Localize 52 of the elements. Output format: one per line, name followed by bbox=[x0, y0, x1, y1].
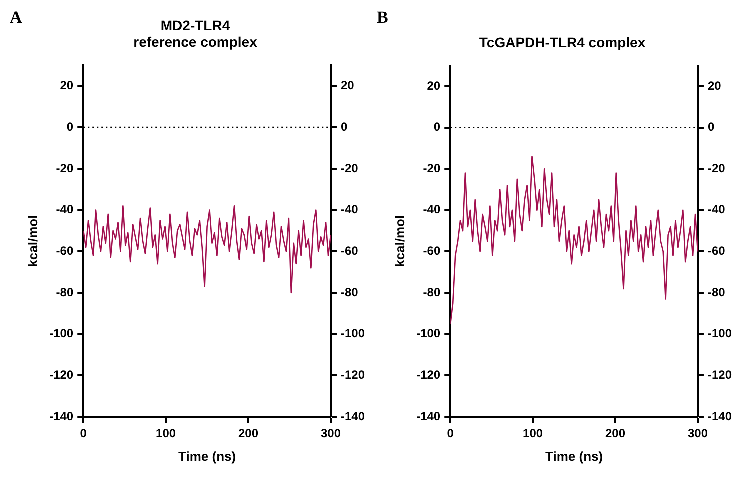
y-tick-label: -40 bbox=[56, 202, 74, 217]
y2-tick-label: 20 bbox=[708, 78, 722, 93]
x-tick-label: 200 bbox=[606, 426, 626, 441]
y-tick-label: -120 bbox=[50, 368, 74, 382]
y-tick-label: -20 bbox=[423, 161, 441, 176]
text: B bbox=[377, 8, 388, 27]
y2-tick-label: -140 bbox=[708, 409, 732, 424]
y2-tick-label: -100 bbox=[708, 326, 732, 341]
y-tick-label: -100 bbox=[50, 326, 74, 341]
y-tick-label: 0 bbox=[66, 120, 74, 134]
y-tick-label: -60 bbox=[423, 244, 441, 258]
x-tick-label: 300 bbox=[688, 426, 708, 441]
y-tick-label: -140 bbox=[50, 409, 74, 424]
y2-tick-label: -100 bbox=[340, 326, 366, 341]
x-tick-label: 300 bbox=[320, 426, 342, 441]
y2-tick-label: -60 bbox=[340, 244, 359, 258]
y2-tick-label: -120 bbox=[708, 368, 732, 382]
y-tick-label: -100 bbox=[416, 326, 441, 341]
chart-title: MD2-TLR4 reference complex bbox=[134, 17, 258, 50]
x-tick-label: 0 bbox=[80, 426, 88, 441]
x-tick-label: 100 bbox=[156, 426, 176, 441]
y2-tick-label: -80 bbox=[340, 285, 359, 300]
y2-tick-label: -40 bbox=[340, 202, 359, 217]
y-tick-label: -60 bbox=[56, 244, 74, 258]
x-tick-label: 100 bbox=[523, 426, 544, 441]
y-tick-label: -40 bbox=[423, 202, 441, 217]
x-axis-title: Time (ns) bbox=[546, 448, 604, 464]
x-axis-title: Time (ns) bbox=[178, 448, 236, 464]
y-tick-label: -20 bbox=[56, 161, 74, 176]
y-tick-label: -120 bbox=[416, 368, 441, 382]
y-tick-label: -80 bbox=[56, 285, 74, 300]
y2-tick-label: -80 bbox=[708, 285, 726, 300]
y2-tick-label: -120 bbox=[340, 368, 366, 382]
y2-tick-label: 0 bbox=[340, 120, 348, 134]
y-tick-label: 20 bbox=[60, 78, 74, 93]
y2-tick-label: -140 bbox=[340, 409, 366, 424]
y2-tick-label: -20 bbox=[708, 161, 726, 176]
text: A bbox=[10, 8, 23, 27]
x-tick-label: 200 bbox=[238, 426, 259, 441]
y2-tick-label: -20 bbox=[340, 161, 359, 176]
x-tick-label: 0 bbox=[447, 426, 454, 441]
chart-title: TcGAPDH-TLR4 complex bbox=[479, 34, 646, 50]
y-tick-label: 0 bbox=[434, 120, 441, 134]
y2-tick-label: 20 bbox=[340, 78, 355, 93]
y2-tick-label: -40 bbox=[708, 202, 726, 217]
y-axis-title: kcal/mol bbox=[392, 215, 408, 268]
y-tick-label: -80 bbox=[423, 285, 441, 300]
y2-tick-label: -60 bbox=[708, 244, 726, 258]
y-tick-label: -140 bbox=[416, 409, 441, 424]
y2-tick-label: 0 bbox=[708, 120, 715, 134]
y-tick-label: 20 bbox=[427, 78, 441, 93]
y-axis-title: kcal/mol bbox=[25, 215, 40, 268]
